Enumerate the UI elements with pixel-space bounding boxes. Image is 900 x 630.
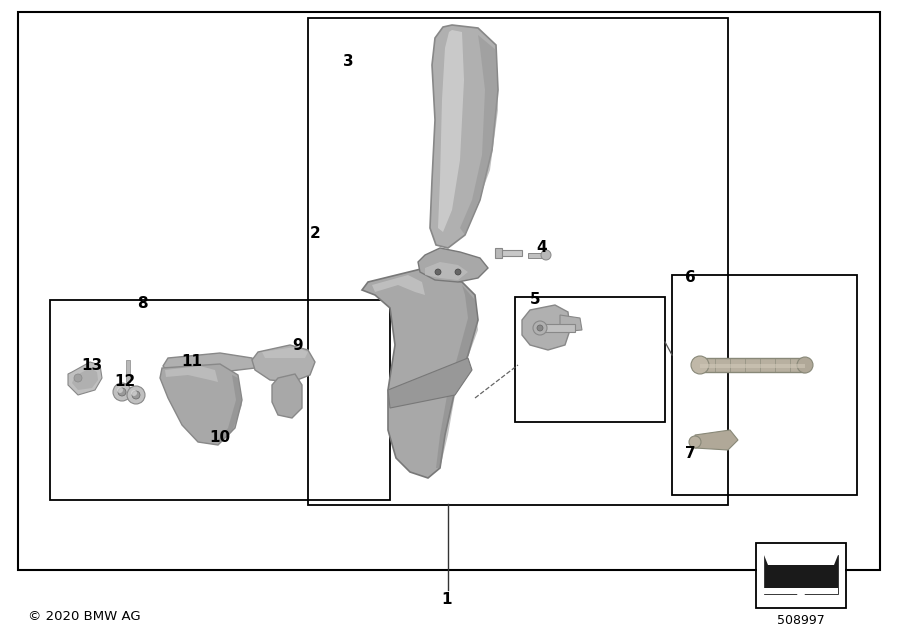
Polygon shape: [160, 364, 242, 445]
Bar: [756, 543, 846, 608]
Text: 508997: 508997: [777, 614, 825, 627]
Polygon shape: [460, 35, 498, 235]
Text: 7: 7: [685, 445, 696, 461]
Bar: [500, 250, 522, 256]
Circle shape: [691, 356, 709, 374]
Text: 4: 4: [536, 241, 547, 256]
Polygon shape: [362, 268, 478, 478]
Circle shape: [455, 269, 461, 275]
Text: 2: 2: [310, 226, 320, 241]
Polygon shape: [262, 347, 308, 358]
Polygon shape: [68, 362, 102, 395]
Polygon shape: [72, 368, 98, 390]
Polygon shape: [218, 375, 242, 442]
Circle shape: [74, 374, 82, 382]
Bar: [495, 248, 502, 258]
Bar: [672, 275, 857, 495]
Text: 6: 6: [685, 270, 696, 285]
Polygon shape: [163, 353, 255, 374]
Circle shape: [541, 250, 551, 260]
Bar: [528, 253, 546, 258]
Polygon shape: [764, 555, 838, 594]
Polygon shape: [272, 374, 302, 418]
Circle shape: [132, 391, 140, 399]
Polygon shape: [430, 25, 498, 248]
Circle shape: [131, 390, 137, 396]
Text: 5: 5: [530, 292, 540, 307]
Text: 1: 1: [442, 592, 452, 607]
Text: © 2020 BMW AG: © 2020 BMW AG: [28, 609, 140, 622]
Circle shape: [533, 321, 547, 335]
Circle shape: [797, 357, 813, 373]
Bar: [757, 544, 845, 607]
Bar: [515, 297, 665, 422]
Polygon shape: [165, 366, 218, 382]
Text: 11: 11: [182, 355, 202, 370]
Polygon shape: [560, 315, 582, 332]
Text: 3: 3: [343, 55, 354, 69]
Circle shape: [435, 269, 441, 275]
Text: 12: 12: [114, 374, 136, 389]
Text: 9: 9: [292, 338, 303, 353]
Bar: [700, 364, 805, 368]
Circle shape: [127, 386, 145, 404]
Polygon shape: [764, 555, 838, 565]
Bar: [540, 324, 575, 332]
Bar: [700, 358, 805, 372]
Text: 8: 8: [137, 295, 148, 311]
Circle shape: [117, 387, 123, 393]
Polygon shape: [695, 430, 738, 450]
Circle shape: [689, 436, 701, 448]
Polygon shape: [388, 358, 472, 408]
Circle shape: [113, 383, 131, 401]
Polygon shape: [252, 345, 315, 382]
Polygon shape: [425, 262, 468, 280]
Polygon shape: [764, 588, 838, 602]
Circle shape: [118, 388, 126, 396]
Text: 13: 13: [81, 357, 103, 372]
Bar: [50, 300, 390, 500]
Bar: [126, 360, 130, 382]
Polygon shape: [418, 248, 488, 282]
Polygon shape: [522, 305, 570, 350]
Polygon shape: [372, 275, 425, 295]
Circle shape: [537, 325, 543, 331]
Text: 10: 10: [210, 430, 230, 445]
Bar: [18, 12, 880, 570]
Polygon shape: [438, 30, 464, 232]
Polygon shape: [436, 285, 478, 468]
